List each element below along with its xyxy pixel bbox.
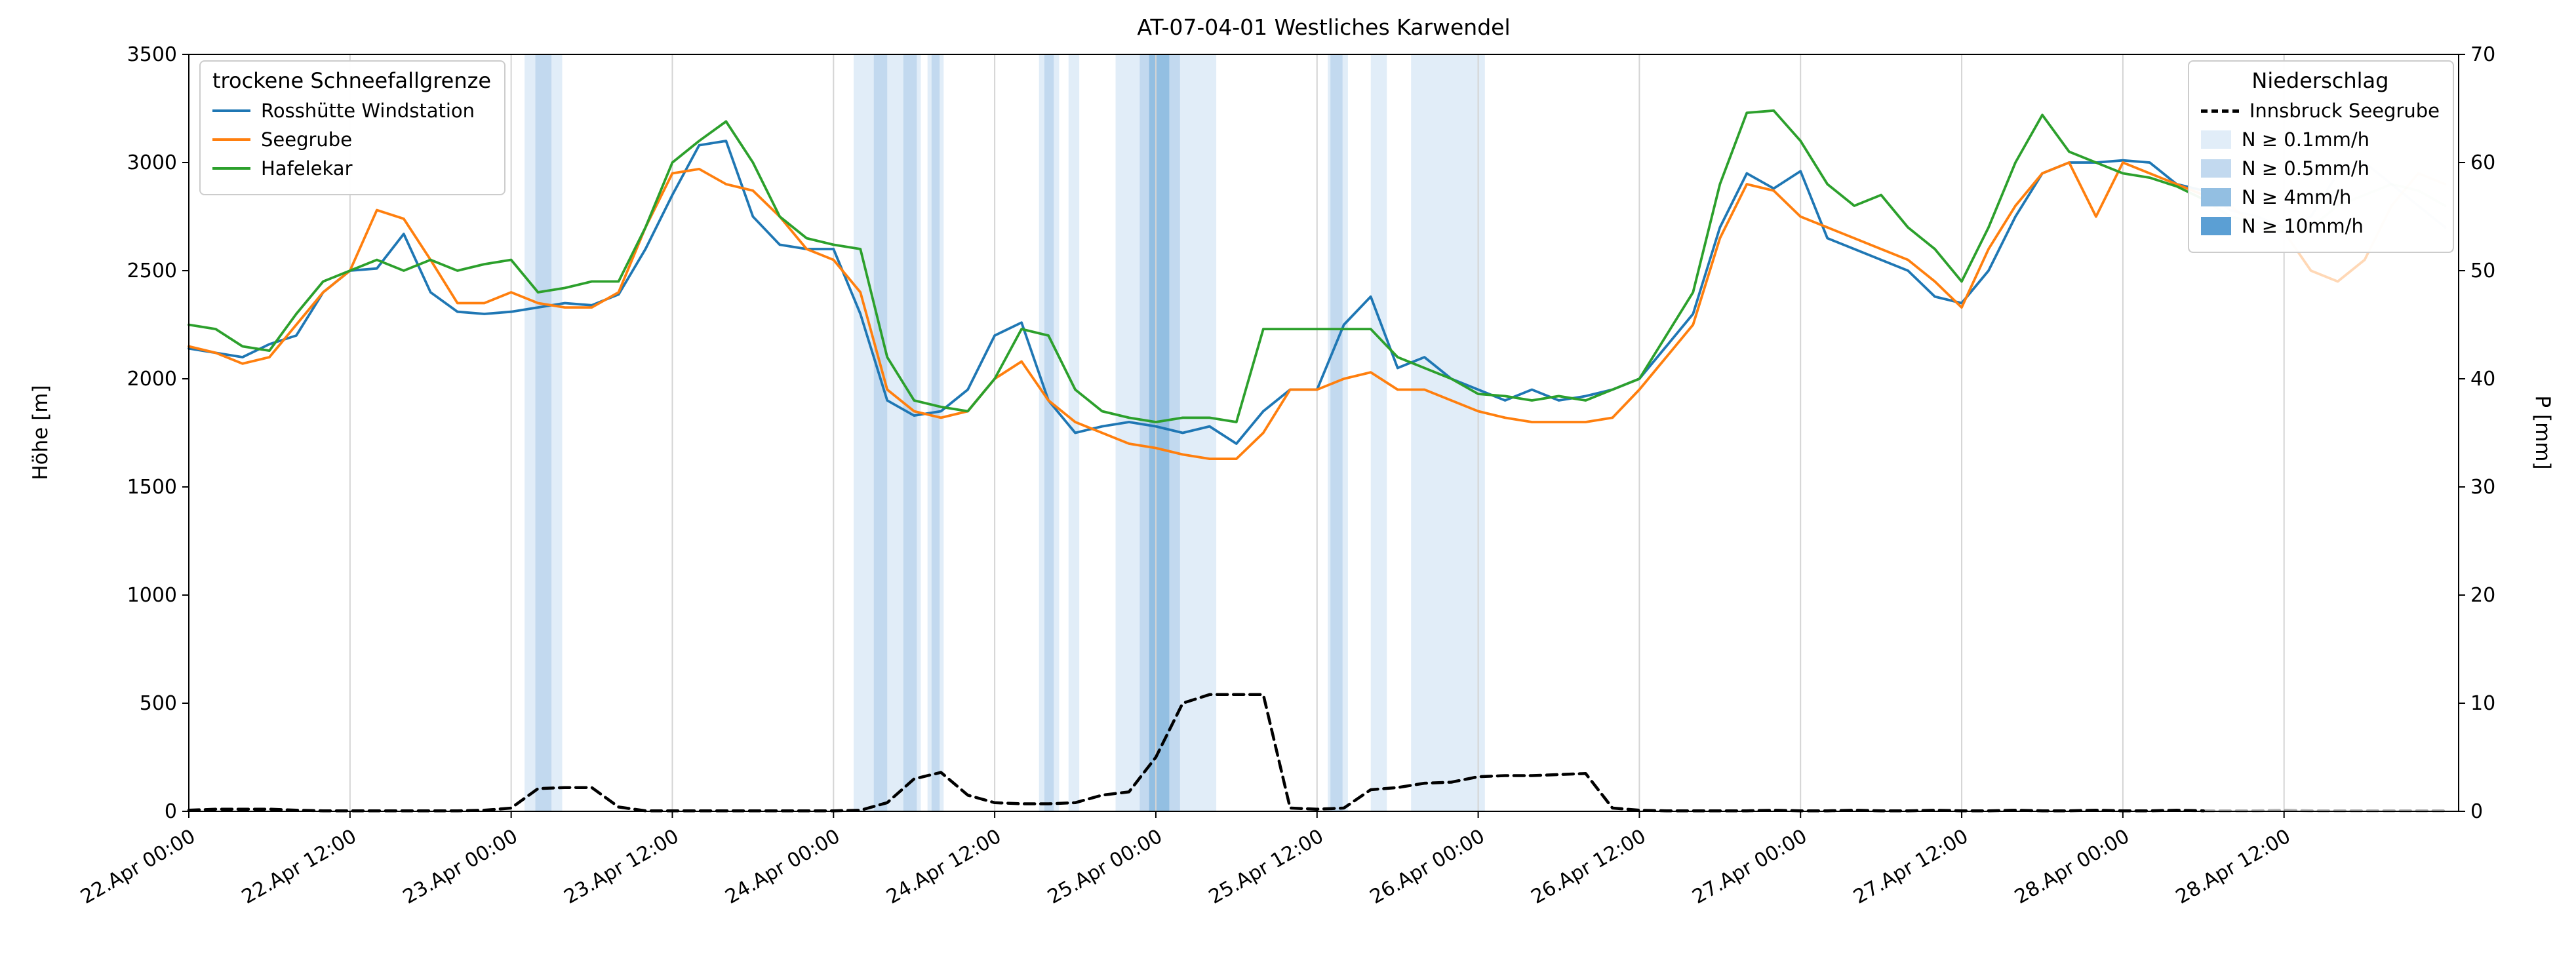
- legend-item-n-10mm-h-label: N ≥ 10mm/h: [2241, 215, 2364, 237]
- x-tick-label: 23.Apr 00:00: [399, 825, 522, 909]
- legend-item-seegrube-swatch: [212, 138, 250, 141]
- precip-band-level-2: [873, 54, 888, 811]
- legend-item-n-0-5mm-h-swatch: [2200, 159, 2231, 178]
- y-right-tick-label: 30: [2470, 476, 2495, 499]
- y-right-tick-label: 60: [2470, 151, 2495, 174]
- y-left-tick-label: 1000: [127, 584, 177, 607]
- precip-band-level-1: [1411, 54, 1485, 811]
- y-left-tick-label: 3500: [127, 43, 177, 66]
- legend-item-hafelekar-label: Hafelekar: [261, 157, 353, 180]
- x-tick-label: 22.Apr 00:00: [77, 825, 199, 909]
- x-tick-label: 27.Apr 00:00: [1688, 825, 1811, 909]
- legend-item-n-0-1mm-h-label: N ≥ 0.1mm/h: [2241, 128, 2370, 151]
- legend-item-rossh-tte-windstation-row: Rosshütte Windstation: [212, 100, 491, 122]
- legend-item-n-0-1mm-h-swatch: [2200, 130, 2231, 149]
- series-line-innsbruck-seegrube: [187, 693, 2206, 813]
- y-left-tick-label: 3000: [127, 151, 177, 174]
- precip-band-level-2: [931, 54, 940, 811]
- series-line-hafelekar: [188, 109, 2205, 423]
- legend-snowline-items: Rosshütte Windstation Seegrube Hafelekar: [212, 100, 491, 180]
- y-left-tick-label: 2500: [127, 260, 177, 282]
- legend-item-innsbruck-seegrube-swatch: [2200, 109, 2239, 113]
- x-tick-label: 25.Apr 00:00: [1044, 825, 1166, 909]
- legend-item-hafelekar-swatch: [212, 167, 250, 170]
- legend-precip-title: Niederschlag: [2251, 68, 2389, 93]
- legend-item-seegrube-row: Seegrube: [212, 128, 491, 151]
- x-tick-label: 25.Apr 12:00: [1205, 825, 1328, 909]
- legend-item-rossh-tte-windstation-swatch: [212, 109, 250, 112]
- series-line-rossh-tte-windstation: [188, 140, 2205, 445]
- legend-item-seegrube-label: Seegrube: [261, 128, 353, 151]
- x-tick-label: 28.Apr 00:00: [2011, 825, 2133, 909]
- legend-snowline: trockene Schneefallgrenze Rosshütte Wind…: [199, 60, 506, 195]
- x-tick-label: 26.Apr 12:00: [1527, 825, 1650, 909]
- x-tick-label: 24.Apr 12:00: [882, 825, 1005, 909]
- legend-precip: Niederschlag Innsbruck Seegrube N ≥ 0.1mm…: [2187, 60, 2454, 253]
- legend-item-n-0-5mm-h-label: N ≥ 0.5mm/h: [2241, 157, 2370, 180]
- y-left-tick-label: 1500: [127, 476, 177, 499]
- axes-spines: [188, 54, 2459, 812]
- x-tick-label: 28.Apr 12:00: [2172, 825, 2295, 909]
- precip-band-level-2: [1330, 54, 1343, 811]
- y-right-tick-label: 20: [2470, 584, 2495, 607]
- y-axis-label-left: Höhe [m]: [29, 385, 52, 480]
- y-right-tick-label: 70: [2470, 43, 2495, 66]
- x-tick-label: 24.Apr 00:00: [721, 825, 844, 909]
- legend-snowline-title: trockene Schneefallgrenze: [212, 68, 492, 93]
- legend-item-n-4mm-h-row: N ≥ 4mm/h: [2200, 186, 2440, 208]
- y-right-tick-label: 10: [2470, 692, 2495, 715]
- legend-item-rossh-tte-windstation-label: Rosshütte Windstation: [261, 100, 475, 122]
- precip-band-level-1: [1370, 54, 1387, 811]
- precip-band-level-2: [903, 54, 917, 811]
- legend-item-n-0-1mm-h-row: N ≥ 0.1mm/h: [2200, 128, 2440, 151]
- y-right-tick-label: 0: [2470, 800, 2483, 823]
- y-axis-label-right: P [mm]: [2531, 395, 2554, 470]
- series-line-seegrube: [188, 161, 2205, 460]
- legend-item-innsbruck-seegrube-label: Innsbruck Seegrube: [2249, 100, 2440, 122]
- y-left-tick-label: 500: [140, 692, 177, 715]
- precip-band-level-2: [1044, 54, 1054, 811]
- legend-item-innsbruck-seegrube-row: Innsbruck Seegrube: [2200, 100, 2440, 122]
- x-tick-label: 22.Apr 12:00: [238, 825, 361, 909]
- y-left-tick-label: 2000: [127, 368, 177, 391]
- x-tick-label: 23.Apr 12:00: [561, 825, 683, 909]
- x-tick-label: 26.Apr 00:00: [1366, 825, 1489, 909]
- legend-item-hafelekar-row: Hafelekar: [212, 157, 491, 180]
- precip-band-level-2: [535, 54, 552, 811]
- legend-item-n-4mm-h-label: N ≥ 4mm/h: [2241, 186, 2352, 208]
- y-right-tick-label: 40: [2470, 368, 2495, 391]
- legend-item-n-10mm-h-swatch: [2200, 217, 2231, 235]
- legend-item-n-0-5mm-h-row: N ≥ 0.5mm/h: [2200, 157, 2440, 180]
- chart-title: AT-07-04-01 Westliches Karwendel: [1137, 14, 1511, 40]
- y-left-tick-label: 0: [165, 800, 177, 823]
- legend-item-n-10mm-h-row: N ≥ 10mm/h: [2200, 215, 2440, 237]
- legend-precip-items: Innsbruck Seegrube N ≥ 0.1mm/h N ≥ 0.5mm/h…: [2200, 100, 2440, 237]
- y-right-tick-label: 50: [2470, 260, 2495, 282]
- precip-band-level-3: [1149, 54, 1170, 811]
- legend-item-n-4mm-h-swatch: [2200, 188, 2231, 206]
- x-tick-label: 27.Apr 12:00: [1850, 825, 1972, 909]
